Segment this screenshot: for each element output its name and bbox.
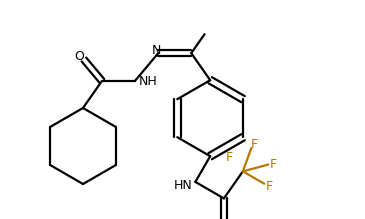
Text: F: F: [266, 180, 273, 193]
Text: NH: NH: [139, 76, 158, 88]
Text: F: F: [226, 151, 233, 164]
Text: HN: HN: [174, 179, 192, 193]
Text: O: O: [74, 50, 84, 63]
Text: F: F: [251, 138, 258, 151]
Text: F: F: [270, 158, 277, 171]
Text: N: N: [151, 44, 161, 57]
